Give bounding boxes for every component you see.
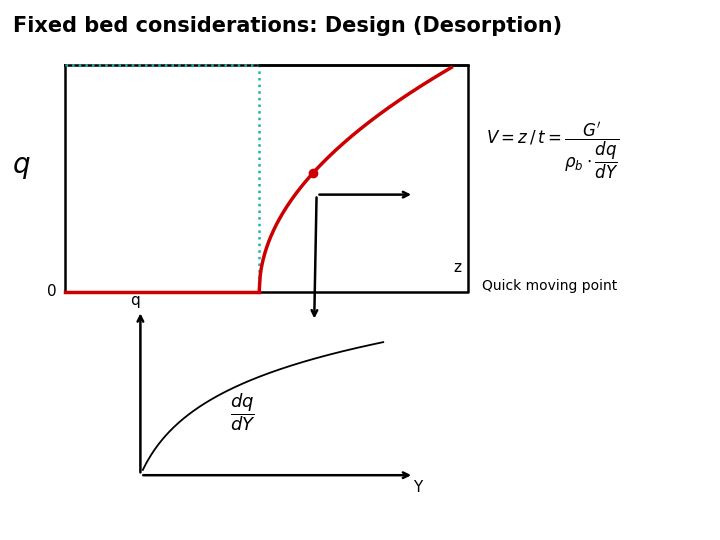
Text: q: q — [130, 293, 140, 308]
Text: Quick moving point: Quick moving point — [482, 279, 618, 293]
Text: $\dfrac{dq}{dY}$: $\dfrac{dq}{dY}$ — [230, 391, 256, 433]
Text: $q$: $q$ — [12, 153, 31, 181]
Text: $V=z\,/\,t=\dfrac{G^{\prime}}{\rho_b\cdot\dfrac{dq}{dY}}$: $V=z\,/\,t=\dfrac{G^{\prime}}{\rho_b\cdo… — [486, 120, 620, 182]
Text: 0: 0 — [47, 284, 56, 299]
Text: Y: Y — [413, 480, 422, 495]
Text: Fixed bed considerations: Design (Desorption): Fixed bed considerations: Design (Desorp… — [14, 16, 562, 36]
Text: z: z — [454, 260, 462, 275]
